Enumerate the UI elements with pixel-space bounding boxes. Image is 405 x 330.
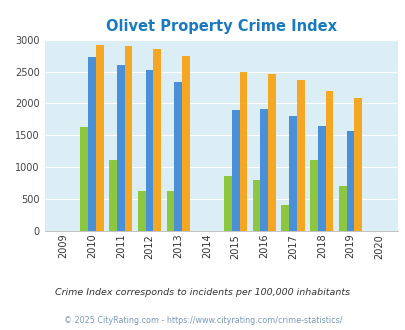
Bar bbox=[224, 176, 231, 231]
Bar bbox=[268, 74, 275, 231]
Bar bbox=[288, 116, 296, 231]
Bar bbox=[281, 205, 288, 231]
Bar bbox=[296, 81, 304, 231]
Title: Olivet Property Crime Index: Olivet Property Crime Index bbox=[106, 19, 336, 34]
Bar bbox=[166, 191, 174, 231]
Bar bbox=[117, 65, 124, 231]
Text: © 2025 CityRating.com - https://www.cityrating.com/crime-statistics/: © 2025 CityRating.com - https://www.city… bbox=[64, 316, 341, 325]
Bar bbox=[338, 186, 346, 231]
Bar bbox=[239, 72, 247, 231]
Bar bbox=[354, 98, 361, 231]
Bar bbox=[80, 127, 88, 231]
Bar bbox=[260, 109, 268, 231]
Text: Crime Index corresponds to incidents per 100,000 inhabitants: Crime Index corresponds to incidents per… bbox=[55, 287, 350, 297]
Bar bbox=[325, 91, 333, 231]
Bar bbox=[153, 49, 161, 231]
Bar bbox=[88, 57, 96, 231]
Bar bbox=[252, 180, 260, 231]
Bar bbox=[96, 45, 103, 231]
Bar bbox=[231, 110, 239, 231]
Bar bbox=[317, 126, 325, 231]
Bar bbox=[181, 55, 190, 231]
Bar bbox=[145, 70, 153, 231]
Bar bbox=[109, 159, 117, 231]
Bar bbox=[138, 191, 145, 231]
Bar bbox=[124, 46, 132, 231]
Bar bbox=[346, 131, 354, 231]
Bar bbox=[174, 82, 181, 231]
Bar bbox=[309, 159, 317, 231]
